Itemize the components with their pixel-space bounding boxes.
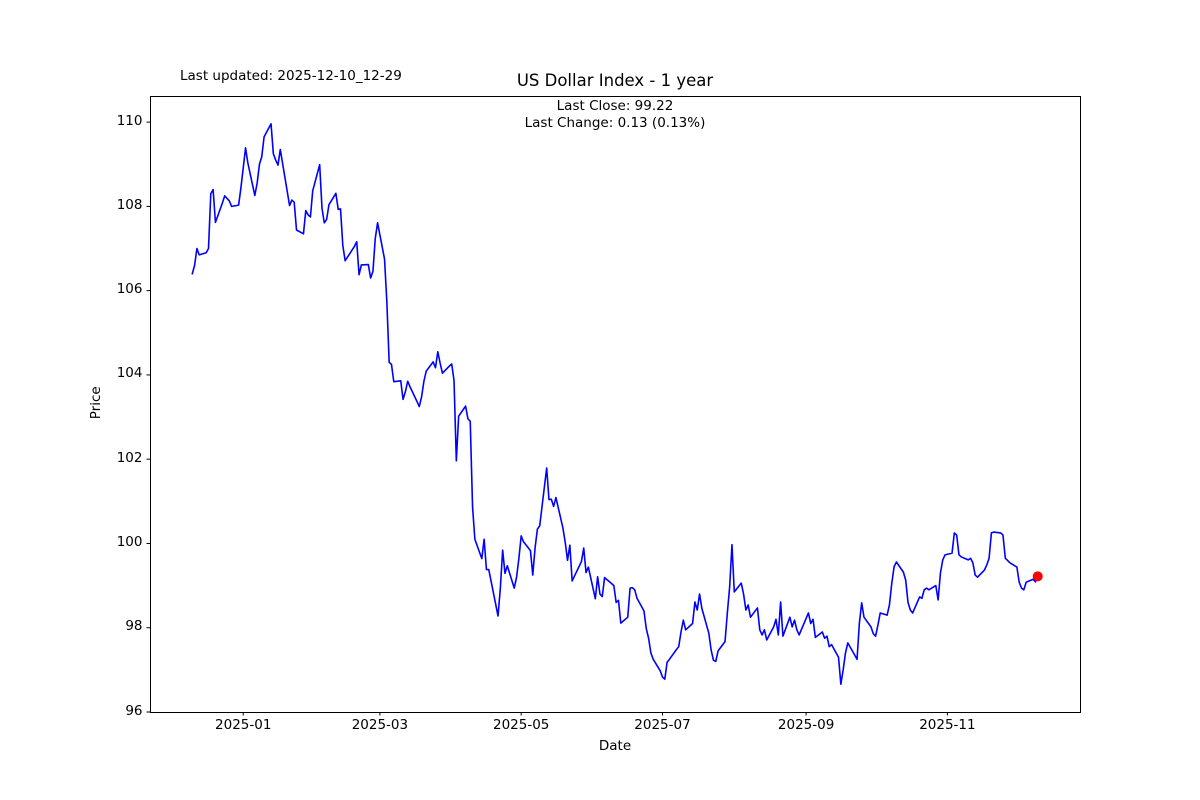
x-tick-label: 2025-07 [634, 717, 691, 733]
axes-frame [150, 96, 1081, 713]
y-tick-label: 98 [125, 618, 143, 635]
price-line [191, 123, 1039, 685]
x-tick-label: 2025-11 [919, 717, 976, 733]
subtitle-last-change: Last Change: 0.13 (0.13%) [524, 115, 706, 131]
y-tick-label: 96 [125, 702, 143, 719]
x-tick-label: 2025-01 [215, 717, 272, 733]
y-tick-label: 110 [116, 112, 143, 129]
last-close-marker [1032, 571, 1043, 582]
y-tick-label: 102 [116, 449, 143, 466]
chart-title: US Dollar Index - 1 year [516, 71, 714, 90]
y-tick-label: 106 [116, 281, 143, 298]
subtitle-last-close: Last Close: 99.22 [556, 98, 674, 114]
x-tick-label: 2025-03 [351, 717, 409, 733]
last-updated-annotation: Last updated: 2025-12-10_12-29 [180, 68, 402, 84]
y-tick-label: 100 [116, 533, 143, 550]
y-tick-label: 104 [116, 365, 143, 382]
x-tick-label: 2025-05 [492, 717, 550, 733]
x-axis-label: Date [598, 738, 632, 754]
x-tick-label: 2025-09 [777, 717, 835, 733]
y-tick-label: 108 [116, 196, 143, 213]
